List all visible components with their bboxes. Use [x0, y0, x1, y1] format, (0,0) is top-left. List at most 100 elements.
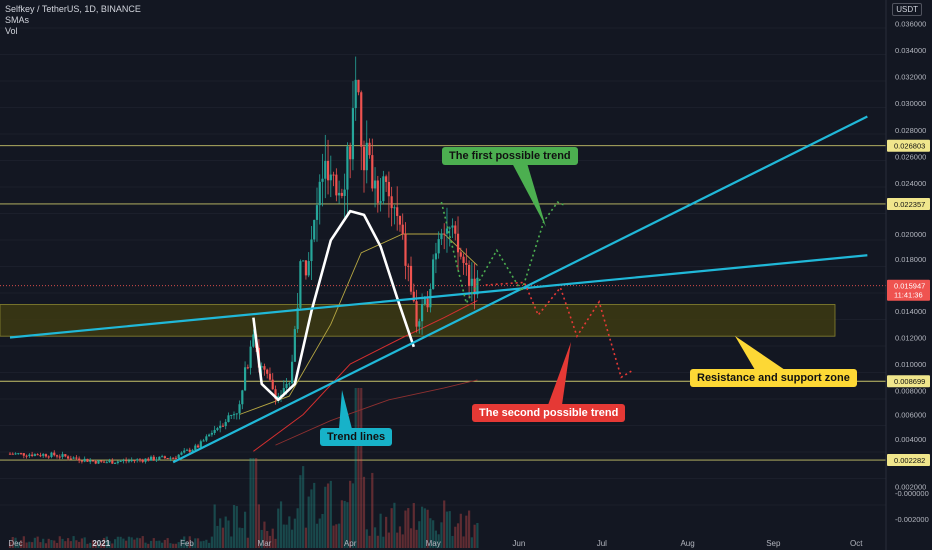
first-trend-label: The first possible trend — [442, 147, 578, 165]
candle-body — [213, 429, 216, 433]
volume-indicator-label[interactable]: Vol — [5, 26, 18, 36]
candle-body — [58, 456, 61, 458]
candle-body — [274, 389, 277, 400]
candle-body — [268, 373, 272, 380]
candle-body — [161, 456, 164, 458]
volume-bar — [462, 536, 465, 548]
sma-indicator-label[interactable]: SMAs — [5, 15, 30, 25]
volume-bar — [376, 535, 379, 548]
candle-body — [285, 383, 288, 389]
volume-bar — [304, 527, 308, 548]
volume-bar — [166, 538, 169, 548]
volume-bar — [368, 535, 371, 548]
candle-body — [362, 146, 366, 171]
candle-body — [263, 366, 266, 370]
candle-body — [66, 456, 70, 459]
candle-body — [64, 454, 67, 457]
volume-bar — [36, 536, 39, 548]
candle-body — [271, 379, 274, 390]
candle-body — [174, 457, 178, 459]
volume-bar — [429, 518, 432, 548]
volume-bar — [55, 542, 59, 548]
price-tick-label: -0.000000 — [895, 489, 929, 498]
volume-bar — [285, 524, 288, 548]
second-trend-pointer — [548, 342, 571, 405]
candle-body — [199, 441, 202, 448]
candle-body — [232, 414, 236, 416]
candle-body — [462, 256, 465, 263]
volume-bar — [293, 518, 296, 548]
volume-bar — [470, 537, 473, 548]
volume-bar — [407, 508, 410, 548]
candle-body — [310, 239, 313, 262]
candle-body — [91, 460, 95, 462]
price-tick-label: 0.032000 — [895, 73, 926, 82]
volume-bar — [116, 536, 119, 548]
volume-bar — [158, 540, 161, 548]
volume-bar — [177, 542, 180, 548]
candle-body — [423, 298, 426, 305]
sma-mid-line — [253, 300, 478, 452]
price-tick-label: 0.026000 — [895, 152, 926, 161]
volume-bar — [80, 538, 84, 548]
volume-bar — [47, 538, 50, 548]
current-price-badge — [887, 279, 930, 301]
volume-bar — [149, 540, 153, 548]
volume-bar — [147, 543, 150, 548]
candle-body — [113, 462, 117, 464]
volume-bar — [28, 541, 31, 548]
volume-bar — [451, 535, 454, 548]
candle-body — [440, 233, 443, 240]
candle-body — [130, 460, 133, 462]
candle-body — [456, 233, 460, 253]
volume-bar — [351, 483, 355, 548]
volume-bar — [423, 508, 426, 548]
candle-body — [343, 189, 346, 196]
second-trend-label: The second possible trend — [472, 404, 626, 422]
volume-bar — [332, 525, 335, 548]
volume-bar — [445, 511, 449, 548]
volume-bar — [227, 520, 230, 548]
candle-body — [243, 367, 247, 391]
volume-bar — [191, 542, 194, 548]
volume-bar — [362, 476, 366, 548]
volume-bar — [22, 536, 25, 548]
volume-bar — [260, 529, 263, 548]
currency-button[interactable]: USDT — [892, 3, 922, 16]
volume-bar — [33, 537, 36, 548]
candle-body — [238, 404, 241, 414]
chart-legend: Selfkey / TetherUS, 1D, BINANCE SMAs Vol — [5, 4, 141, 37]
candle-body — [31, 454, 34, 456]
candle-body — [196, 445, 200, 448]
volume-bar — [329, 480, 332, 548]
level-badge — [887, 197, 930, 210]
volume-bar — [257, 504, 261, 548]
time-tick-label: Mar — [258, 539, 272, 548]
volume-bar — [434, 530, 438, 548]
volume-bar — [349, 480, 352, 548]
volume-bar — [31, 542, 34, 548]
candle-body — [94, 461, 97, 464]
level-badge-label: 0.026803 — [894, 142, 925, 151]
volume-bar — [340, 500, 343, 548]
symbol-title[interactable]: Selfkey / TetherUS, 1D, BINANCE — [5, 4, 141, 14]
volume-bar — [418, 521, 421, 548]
volume-bar — [50, 540, 53, 548]
candle-body — [304, 260, 308, 276]
candle-body — [47, 456, 50, 458]
volume-bar — [288, 516, 291, 548]
volume-bar — [277, 508, 280, 548]
volume-bar — [415, 529, 418, 548]
volume-bar — [379, 513, 382, 548]
price-tick-label: 0.020000 — [895, 230, 926, 239]
candle-body — [426, 298, 429, 308]
candle-body — [332, 174, 335, 176]
volume-bar — [456, 523, 460, 548]
candle-body — [147, 458, 150, 461]
callout-pointers — [339, 163, 785, 429]
volume-bar — [44, 543, 48, 548]
candle-body — [434, 253, 438, 260]
candle-body — [163, 456, 166, 459]
volume-bar — [102, 537, 106, 548]
